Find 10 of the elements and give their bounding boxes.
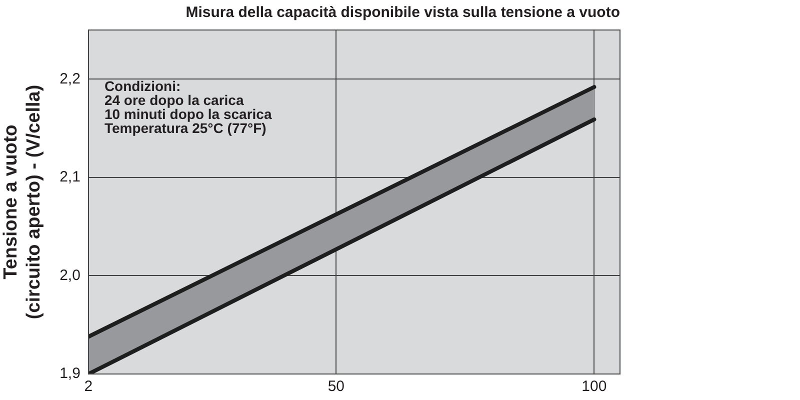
x-tick-label: 2 [84, 378, 93, 396]
y-tick-label: 2,1 [60, 168, 80, 186]
y-tick-label: 2,0 [60, 266, 80, 284]
annotation: Condizioni: 24 ore dopo la carica 10 minuti dopo la scarica Temperatura 25°C (77°F) [104, 78, 272, 136]
y-tick-label: 2,2 [60, 70, 80, 88]
x-tick-label: 50 [328, 378, 345, 396]
y-axis-title: Tensione a vuoto (circuito aperto) - (V/cella) [0, 84, 44, 320]
x-tick-label: 100 [582, 378, 607, 396]
y-tick-label: 1,9 [60, 365, 80, 382]
chart-title: Misura della capacità disponibile vista sulla tensione a vuoto [186, 4, 620, 22]
